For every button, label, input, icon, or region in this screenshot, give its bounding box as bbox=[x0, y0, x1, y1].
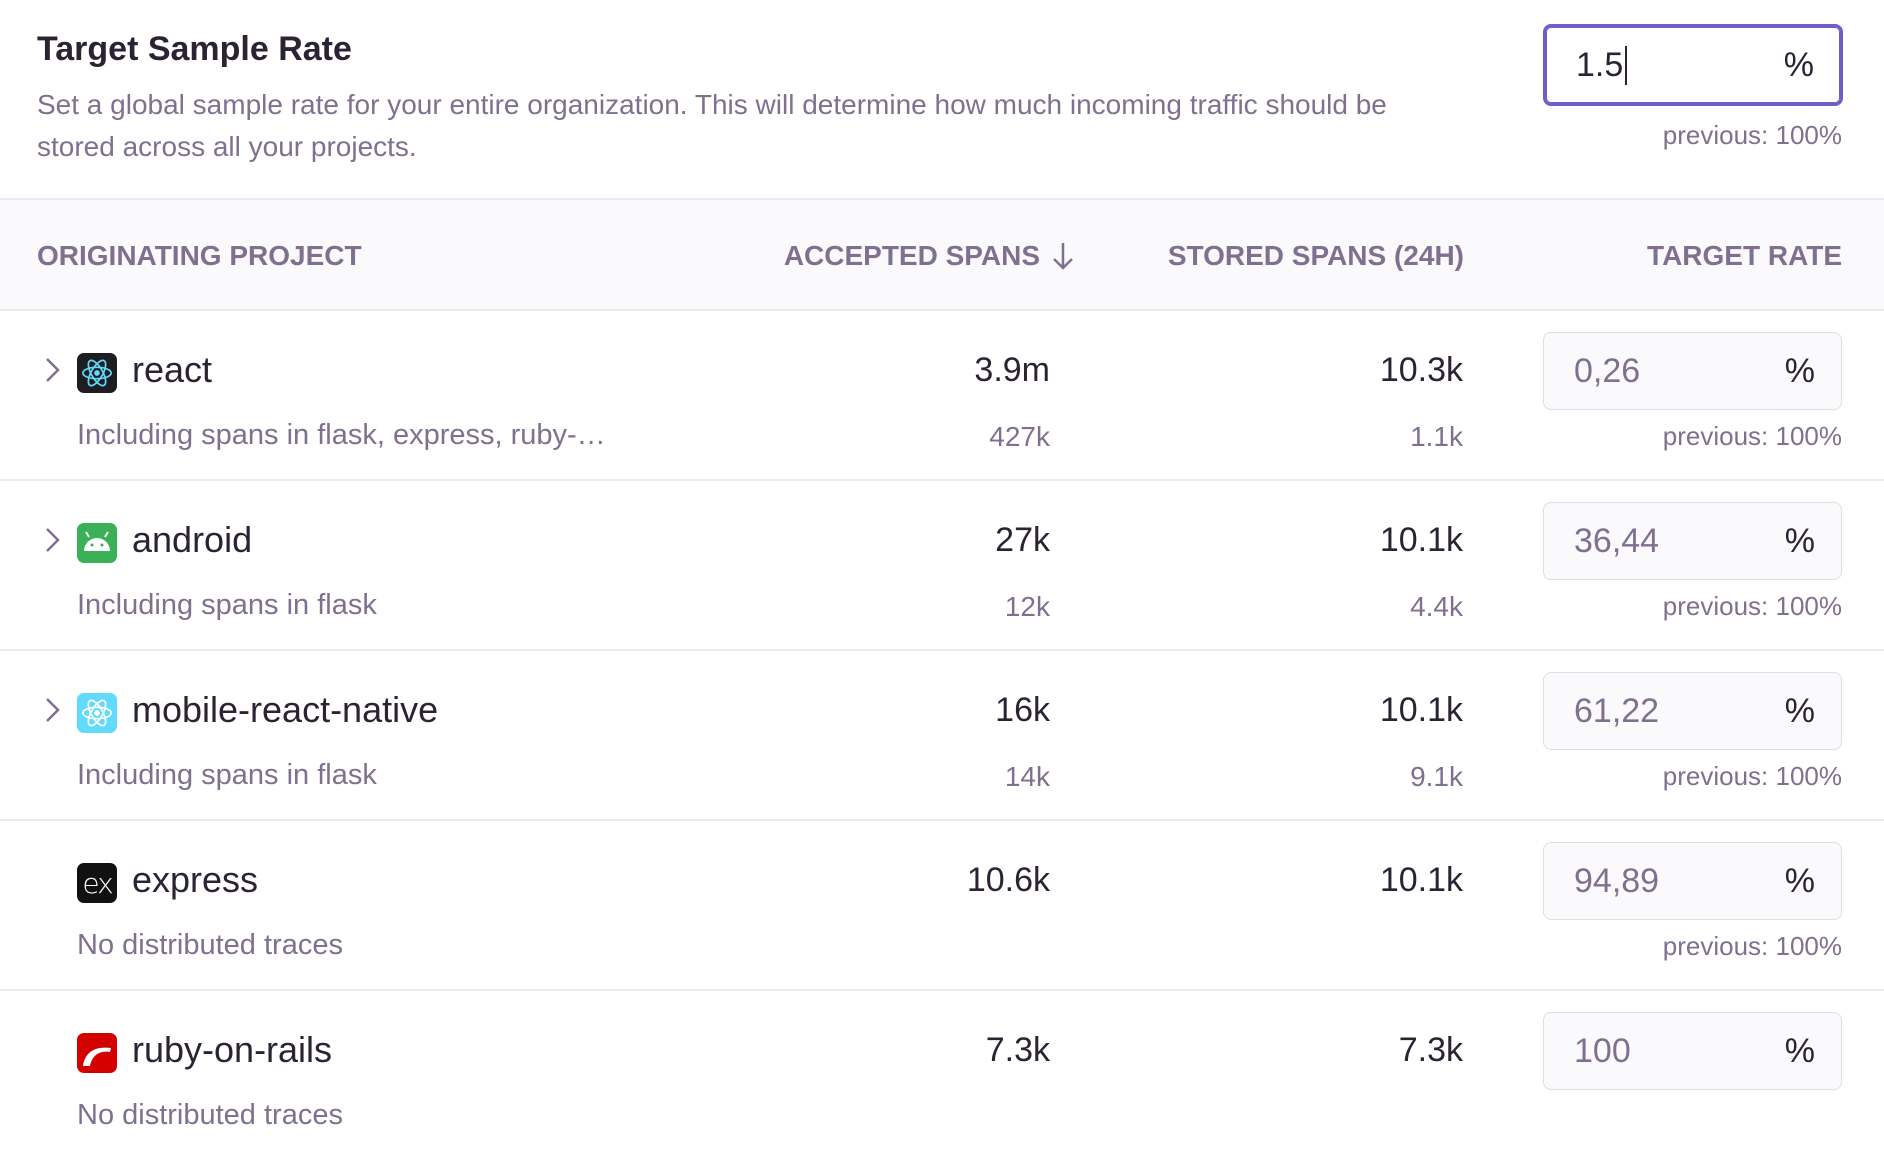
target-rate-input[interactable]: 61,22% bbox=[1543, 672, 1842, 750]
stored-spans: 10.1k bbox=[1379, 521, 1463, 559]
target-rate-input[interactable]: 36,44% bbox=[1543, 502, 1842, 580]
project-subtitle: Including spans in flask bbox=[77, 759, 377, 791]
target-rate-input[interactable]: 94,89% bbox=[1543, 842, 1842, 920]
table-row: mobile-react-native Including spans in fl… bbox=[0, 651, 1884, 821]
android-icon bbox=[77, 523, 117, 563]
stored-spans: 10.3k bbox=[1379, 351, 1463, 389]
previous-rate: previous: 100% bbox=[1662, 931, 1842, 961]
chevron-right-icon[interactable] bbox=[42, 525, 64, 555]
accepted-spans: 27k bbox=[995, 521, 1050, 559]
global-sample-rate-input[interactable]: 1.5 % bbox=[1543, 24, 1843, 106]
percent-suffix: % bbox=[1783, 45, 1814, 84]
previous-rate: previous: 100% bbox=[1662, 761, 1842, 791]
table-row: react Including spans in flask, express, … bbox=[0, 311, 1884, 481]
percent-suffix: % bbox=[1784, 1031, 1815, 1070]
react-native-icon bbox=[77, 693, 117, 733]
page-description: Set a global sample rate for your entire… bbox=[37, 89, 1387, 162]
stored-spans: 10.1k bbox=[1379, 861, 1463, 899]
table-row: ruby-on-rails No distributed traces 7.3k 7.… bbox=[0, 991, 1884, 1161]
stored-spans: 7.3k bbox=[1398, 1031, 1463, 1069]
target-rate-value: 94,89 bbox=[1574, 861, 1660, 900]
accepted-spans: 10.6k bbox=[966, 861, 1050, 899]
percent-suffix: % bbox=[1784, 691, 1815, 730]
stored-spans-sub: 1.1k bbox=[1410, 421, 1463, 452]
column-accepted-spans-label: Accepted Spans bbox=[783, 240, 1040, 271]
percent-suffix: % bbox=[1784, 861, 1815, 900]
percent-suffix: % bbox=[1784, 351, 1815, 390]
column-accepted-spans[interactable]: Accepted Spans bbox=[784, 240, 1074, 272]
project-name[interactable]: mobile-react-native bbox=[132, 689, 439, 730]
target-rate-input[interactable]: 0,26% bbox=[1543, 332, 1842, 410]
project-subtitle: Including spans in flask bbox=[77, 589, 377, 621]
project-subtitle: No distributed traces bbox=[77, 1099, 343, 1131]
accepted-spans: 3.9m bbox=[974, 351, 1050, 389]
project-name[interactable]: android bbox=[132, 519, 253, 560]
express-icon: ex bbox=[77, 863, 117, 903]
column-stored-spans[interactable]: Stored Spans (24h) bbox=[1167, 240, 1464, 271]
project-subtitle: Including spans in flask, express, ruby-… bbox=[77, 419, 606, 451]
previous-rate: previous: 100% bbox=[1662, 591, 1842, 621]
target-rate-input[interactable]: 100% bbox=[1543, 1012, 1842, 1090]
project-name[interactable]: react bbox=[132, 349, 213, 390]
table-row: android Including spans in flask 27k 12k 10.… bbox=[0, 481, 1884, 651]
chevron-right-icon[interactable] bbox=[42, 355, 64, 385]
stored-spans-sub: 9.1k bbox=[1410, 761, 1463, 792]
column-target-rate: Target Rate bbox=[1647, 240, 1842, 271]
accepted-spans: 16k bbox=[995, 691, 1050, 729]
accepted-spans-sub: 12k bbox=[1004, 591, 1050, 622]
sample-rate-value: 1.5 bbox=[1576, 45, 1628, 85]
stored-spans: 10.1k bbox=[1379, 691, 1463, 729]
stored-spans-sub: 4.4k bbox=[1410, 591, 1463, 622]
page-title: Target Sample Rate bbox=[37, 30, 352, 68]
project-subtitle: No distributed traces bbox=[77, 929, 343, 961]
target-rate-value: 0,26 bbox=[1574, 351, 1641, 390]
percent-suffix: % bbox=[1784, 521, 1815, 560]
chevron-right-icon[interactable] bbox=[42, 695, 64, 725]
react-icon bbox=[77, 353, 117, 393]
project-name[interactable]: express bbox=[132, 859, 259, 900]
target-rate-value: 36,44 bbox=[1574, 521, 1660, 560]
accepted-spans: 7.3k bbox=[985, 1031, 1050, 1069]
project-name[interactable]: ruby-on-rails bbox=[132, 1029, 333, 1070]
arrow-down-icon bbox=[1053, 243, 1073, 270]
accepted-spans-sub: 427k bbox=[989, 421, 1050, 452]
table-row: ex express No distributed traces 10.6k 10.1k… bbox=[0, 821, 1884, 991]
table-header: Originating Project Accepted Spans Store… bbox=[0, 198, 1884, 311]
target-rate-value: 100 bbox=[1574, 1031, 1631, 1070]
previous-rate: previous: 100% bbox=[1662, 421, 1842, 451]
previous-rate: previous: 100% bbox=[1662, 120, 1842, 150]
rails-icon bbox=[77, 1033, 117, 1073]
column-originating-project[interactable]: Originating Project bbox=[37, 240, 362, 271]
target-rate-value: 61,22 bbox=[1574, 691, 1660, 730]
accepted-spans-sub: 14k bbox=[1004, 761, 1050, 792]
